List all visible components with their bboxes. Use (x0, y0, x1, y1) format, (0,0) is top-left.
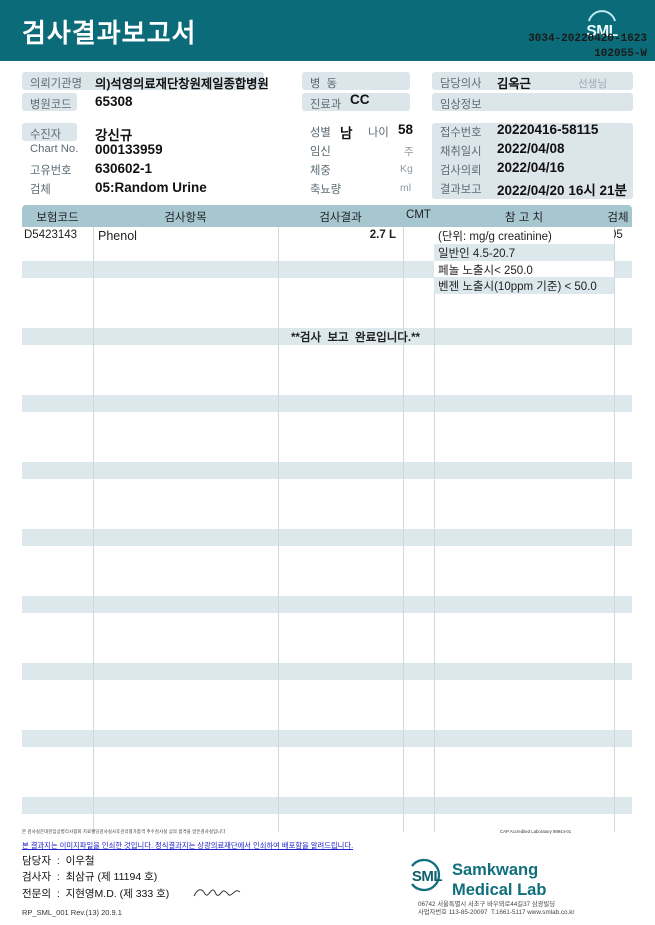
svg-text:SML: SML (412, 868, 443, 885)
